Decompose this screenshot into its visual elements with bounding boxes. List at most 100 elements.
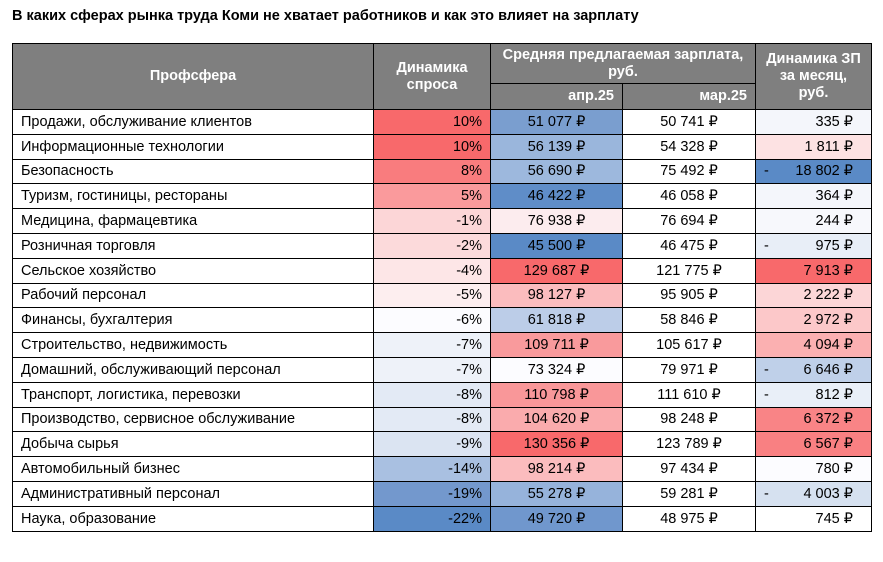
header-salary: Средняя предлагаемая зарплата, руб. (490, 43, 756, 84)
minus-sign: - (764, 361, 769, 378)
apr-salary-cell: 55 278 ₽ (490, 480, 623, 507)
change-cell: 364 ₽ (755, 183, 872, 210)
change-value: 6 646 ₽ (803, 361, 853, 378)
minus-sign: - (764, 237, 769, 254)
demand-cell: -2% (373, 232, 491, 259)
minus-sign: - (764, 163, 769, 180)
apr-salary-cell: 56 139 ₽ (490, 133, 623, 160)
change-value: 4 094 ₽ (803, 337, 853, 354)
sphere-cell: Безопасность (12, 158, 374, 185)
change-value: 18 802 ₽ (795, 163, 853, 180)
table-row: Туризм, гостиницы, рестораны 5% 46 422 ₽46… (12, 183, 872, 210)
header-sphere: Профсфера (12, 43, 374, 110)
apr-salary-cell: 129 687 ₽ (490, 257, 623, 284)
change-cell: 2 972 ₽ (755, 307, 872, 334)
mar-salary-cell: 105 617 ₽ (622, 332, 756, 358)
table-row: Сельское хозяйство -4% 129 687 ₽121 775 ₽ 7… (12, 257, 872, 284)
apr-salary-cell: 98 214 ₽ (490, 456, 623, 482)
demand-cell: 10% (373, 133, 491, 160)
header-apr: апр.25 (490, 83, 623, 110)
change-value: 975 ₽ (815, 237, 853, 254)
mar-salary-cell: 58 846 ₽ (622, 307, 756, 334)
change-cell: 6 567 ₽ (755, 431, 872, 458)
demand-cell: 10% (373, 109, 491, 135)
mar-salary-cell: 46 058 ₽ (622, 183, 756, 210)
change-value: 364 ₽ (815, 188, 853, 205)
demand-cell: -22% (373, 505, 491, 532)
demand-cell: -19% (373, 480, 491, 507)
apr-salary-cell: 45 500 ₽ (490, 232, 623, 259)
apr-salary-cell: 98 127 ₽ (490, 282, 623, 309)
sphere-cell: Транспорт, логистика, перевозки (12, 381, 374, 408)
table-row: Безопасность 8% 56 690 ₽75 492 ₽ - 18 802 ₽ (12, 158, 872, 185)
sphere-cell: Рабочий персонал (12, 282, 374, 309)
change-cell: 6 372 ₽ (755, 406, 872, 433)
sphere-cell: Финансы, бухгалтерия (12, 307, 374, 334)
sphere-cell: Туризм, гостиницы, рестораны (12, 183, 374, 210)
change-cell: 4 094 ₽ (755, 332, 872, 358)
apr-salary-cell: 76 938 ₽ (490, 208, 623, 234)
demand-cell: -7% (373, 356, 491, 383)
mar-salary-cell: 79 971 ₽ (622, 356, 756, 383)
apr-salary-cell: 51 077 ₽ (490, 109, 623, 135)
change-value: 7 913 ₽ (803, 262, 853, 279)
change-value: 335 ₽ (815, 113, 853, 130)
apr-salary-cell: 46 422 ₽ (490, 183, 623, 210)
change-cell: - 6 646 ₽ (755, 356, 872, 383)
demand-cell: -7% (373, 332, 491, 358)
change-cell: 335 ₽ (755, 109, 872, 135)
mar-salary-cell: 48 975 ₽ (622, 505, 756, 532)
mar-salary-cell: 111 610 ₽ (622, 381, 756, 408)
change-value: 244 ₽ (815, 213, 853, 230)
change-cell: 2 222 ₽ (755, 282, 872, 309)
change-cell: 244 ₽ (755, 208, 872, 234)
table-row: Транспорт, логистика, перевозки -8% 110 79… (12, 381, 872, 408)
header-demand: Динамика спроса (373, 43, 491, 110)
apr-salary-cell: 56 690 ₽ (490, 158, 623, 185)
mar-salary-cell: 121 775 ₽ (622, 257, 756, 284)
header-change: Динамика ЗП за месяц, руб. (755, 43, 872, 110)
table-row: Рабочий персонал -5% 98 127 ₽95 905 ₽ 2 222… (12, 282, 872, 309)
apr-salary-cell: 61 818 ₽ (490, 307, 623, 334)
table-row: Медицина, фармацевтика -1% 76 938 ₽76 694 … (12, 208, 872, 234)
mar-salary-cell: 59 281 ₽ (622, 480, 756, 507)
apr-salary-cell: 130 356 ₽ (490, 431, 623, 458)
demand-cell: 8% (373, 158, 491, 185)
change-value: 6 372 ₽ (803, 411, 853, 428)
change-value: 2 222 ₽ (803, 287, 853, 304)
mar-salary-cell: 123 789 ₽ (622, 431, 756, 458)
mar-salary-cell: 97 434 ₽ (622, 456, 756, 482)
change-value: 745 ₽ (815, 510, 853, 527)
mar-salary-cell: 46 475 ₽ (622, 232, 756, 259)
table-title: В каких сферах рынка труда Коми не хвата… (12, 8, 639, 24)
mar-salary-cell: 54 328 ₽ (622, 133, 756, 160)
change-value: 812 ₽ (815, 386, 853, 403)
table-row: Финансы, бухгалтерия -6% 61 818 ₽58 846 ₽ 2… (12, 307, 872, 334)
table-row: Строительство, недвижимость -7% 109 711 ₽1… (12, 332, 872, 358)
table-row: Информационные технологии 10% 56 139 ₽54 3… (12, 133, 872, 160)
mar-salary-cell: 95 905 ₽ (622, 282, 756, 309)
table-row: Производство, сервисное обслуживание -8% 1… (12, 406, 872, 433)
sphere-cell: Розничная торговля (12, 232, 374, 259)
header-mar: мар.25 (622, 83, 756, 110)
sphere-cell: Наука, образование (12, 505, 374, 532)
sphere-cell: Продажи, обслуживание клиентов (12, 109, 374, 135)
demand-cell: -8% (373, 406, 491, 433)
sphere-cell: Домашний, обслуживающий персонал (12, 356, 374, 383)
demand-cell: -9% (373, 431, 491, 458)
sphere-cell: Административный персонал (12, 480, 374, 507)
table-row: Продажи, обслуживание клиентов 10% 51 077 … (12, 109, 872, 135)
demand-cell: -5% (373, 282, 491, 309)
table-row: Добыча сырья -9% 130 356 ₽123 789 ₽ 6 567 ₽ (12, 431, 872, 458)
sphere-cell: Добыча сырья (12, 431, 374, 458)
sphere-cell: Производство, сервисное обслуживание (12, 406, 374, 433)
sphere-cell: Информационные технологии (12, 133, 374, 160)
table-row: Автомобильный бизнес -14% 98 214 ₽97 434 ₽… (12, 456, 872, 482)
sphere-cell: Строительство, недвижимость (12, 332, 374, 358)
sphere-cell: Сельское хозяйство (12, 257, 374, 284)
sphere-cell: Автомобильный бизнес (12, 456, 374, 482)
apr-salary-cell: 49 720 ₽ (490, 505, 623, 532)
change-cell: 1 811 ₽ (755, 133, 872, 160)
apr-salary-cell: 109 711 ₽ (490, 332, 623, 358)
sphere-cell: Медицина, фармацевтика (12, 208, 374, 234)
